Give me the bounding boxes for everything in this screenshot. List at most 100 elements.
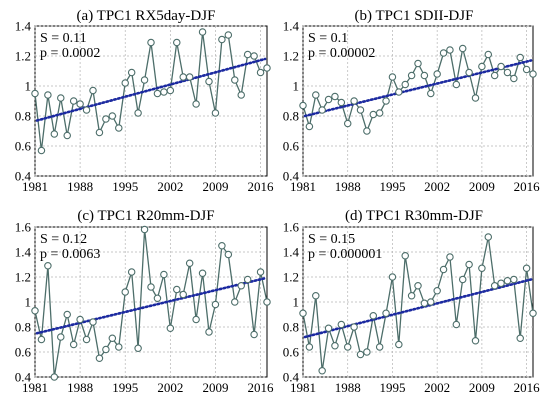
data-point [510, 275, 518, 284]
panel-d-title: (d) TPC1 R30mm-DJF [345, 208, 483, 224]
data-point [63, 131, 71, 140]
data-point [478, 62, 486, 71]
data-point [452, 80, 461, 89]
data-point [121, 79, 129, 87]
panel-b-points [299, 44, 537, 135]
data-point [490, 281, 499, 290]
data-point [414, 281, 422, 290]
panel-d-p-stat: p = 0.000001 [308, 247, 382, 262]
y-tick-label: 0.4 [283, 370, 300, 385]
data-point [324, 95, 333, 104]
data-point [363, 127, 371, 135]
data-point [439, 49, 448, 57]
y-tick-label: 1.2 [283, 49, 299, 64]
x-tick-label: 1988 [335, 380, 361, 395]
data-point [50, 373, 59, 381]
y-tick-label: 0.4 [15, 169, 32, 184]
data-point [433, 286, 441, 295]
data-point [224, 31, 233, 39]
data-point [185, 259, 194, 267]
data-point [82, 335, 91, 344]
data-point [484, 233, 493, 241]
panel-a-title: (a) TPC1 RX5day-DJF [77, 8, 216, 24]
data-point [503, 68, 512, 77]
y-tick-label: 1 [293, 295, 300, 310]
data-point [37, 335, 46, 344]
data-point [337, 98, 346, 107]
data-point [160, 270, 168, 279]
data-point [497, 62, 505, 71]
panel-c-trend-line [35, 276, 267, 335]
panel-d-y-ticks: 0.4 0.6 0.8 1 1.2 1.4 1.6 [283, 220, 300, 385]
x-tick-label: 1995 [112, 380, 138, 395]
data-point [388, 273, 397, 281]
data-point [82, 106, 91, 114]
x-tick-label: 2016 [248, 179, 275, 194]
data-point [243, 275, 252, 284]
x-tick-label: 1995 [112, 179, 138, 194]
panel-c-s-stat: S = 0.12 [40, 232, 87, 247]
data-point [529, 309, 537, 317]
data-point [356, 350, 365, 359]
x-tick-label: 2016 [514, 380, 541, 395]
data-point [192, 100, 200, 108]
data-point [420, 71, 429, 80]
data-point [231, 76, 239, 84]
data-point [211, 109, 220, 117]
data-point [121, 288, 129, 296]
data-point [350, 97, 358, 105]
panel-b-x-ticks: 1981 1988 1995 2002 2009 2016 [290, 179, 540, 194]
data-point [433, 70, 441, 78]
y-tick-label: 1.4 [15, 245, 32, 260]
data-point [218, 35, 226, 44]
x-tick-label: 2009 [202, 179, 228, 194]
data-point [89, 318, 97, 326]
data-point [465, 68, 473, 77]
data-point [166, 324, 175, 332]
panel-c-p-stat: p = 0.0063 [40, 247, 100, 262]
panel-a-p-stat: p = 0.0002 [40, 46, 100, 61]
y-tick-label: 0.8 [15, 109, 31, 124]
data-point [484, 50, 493, 59]
y-tick-label: 1 [25, 295, 32, 310]
data-point [263, 298, 271, 306]
data-point [414, 59, 422, 68]
data-point [179, 73, 187, 81]
data-point [198, 28, 207, 36]
data-point [44, 261, 52, 270]
data-point [31, 306, 39, 315]
data-point [108, 334, 117, 342]
data-point [224, 250, 233, 259]
data-point [337, 320, 346, 329]
data-point [510, 74, 518, 83]
data-point [427, 89, 435, 98]
y-tick-label: 1.2 [15, 49, 31, 64]
x-tick-label: 1981 [22, 179, 48, 194]
panel-d-x-ticks: 1981 1988 1995 2002 2009 2016 [290, 380, 540, 395]
x-tick-label: 2016 [514, 179, 541, 194]
data-point [205, 328, 213, 336]
y-tick-label: 0.6 [15, 139, 32, 154]
data-point [134, 344, 142, 352]
data-point [395, 88, 403, 96]
x-tick-label: 2009 [469, 179, 495, 194]
x-tick-label: 2002 [424, 179, 450, 194]
y-tick-label: 0.6 [283, 139, 300, 154]
y-tick-label: 0.8 [283, 109, 299, 124]
x-tick-label: 1981 [290, 380, 316, 395]
data-point [179, 290, 187, 299]
data-point [231, 298, 239, 306]
y-tick-label: 1.2 [283, 270, 299, 285]
data-point [173, 38, 181, 47]
y-tick-label: 1.2 [15, 270, 31, 285]
data-point [490, 71, 499, 80]
data-point [369, 110, 378, 119]
panel-b-s-stat: S = 0.1 [308, 31, 348, 46]
panel-b-title: (b) TPC1 SDII-DJF [355, 8, 474, 24]
y-tick-label: 1.6 [283, 220, 300, 235]
x-tick-label: 2016 [248, 380, 275, 395]
data-point [299, 309, 307, 317]
data-point [50, 130, 59, 138]
data-point [529, 70, 537, 78]
